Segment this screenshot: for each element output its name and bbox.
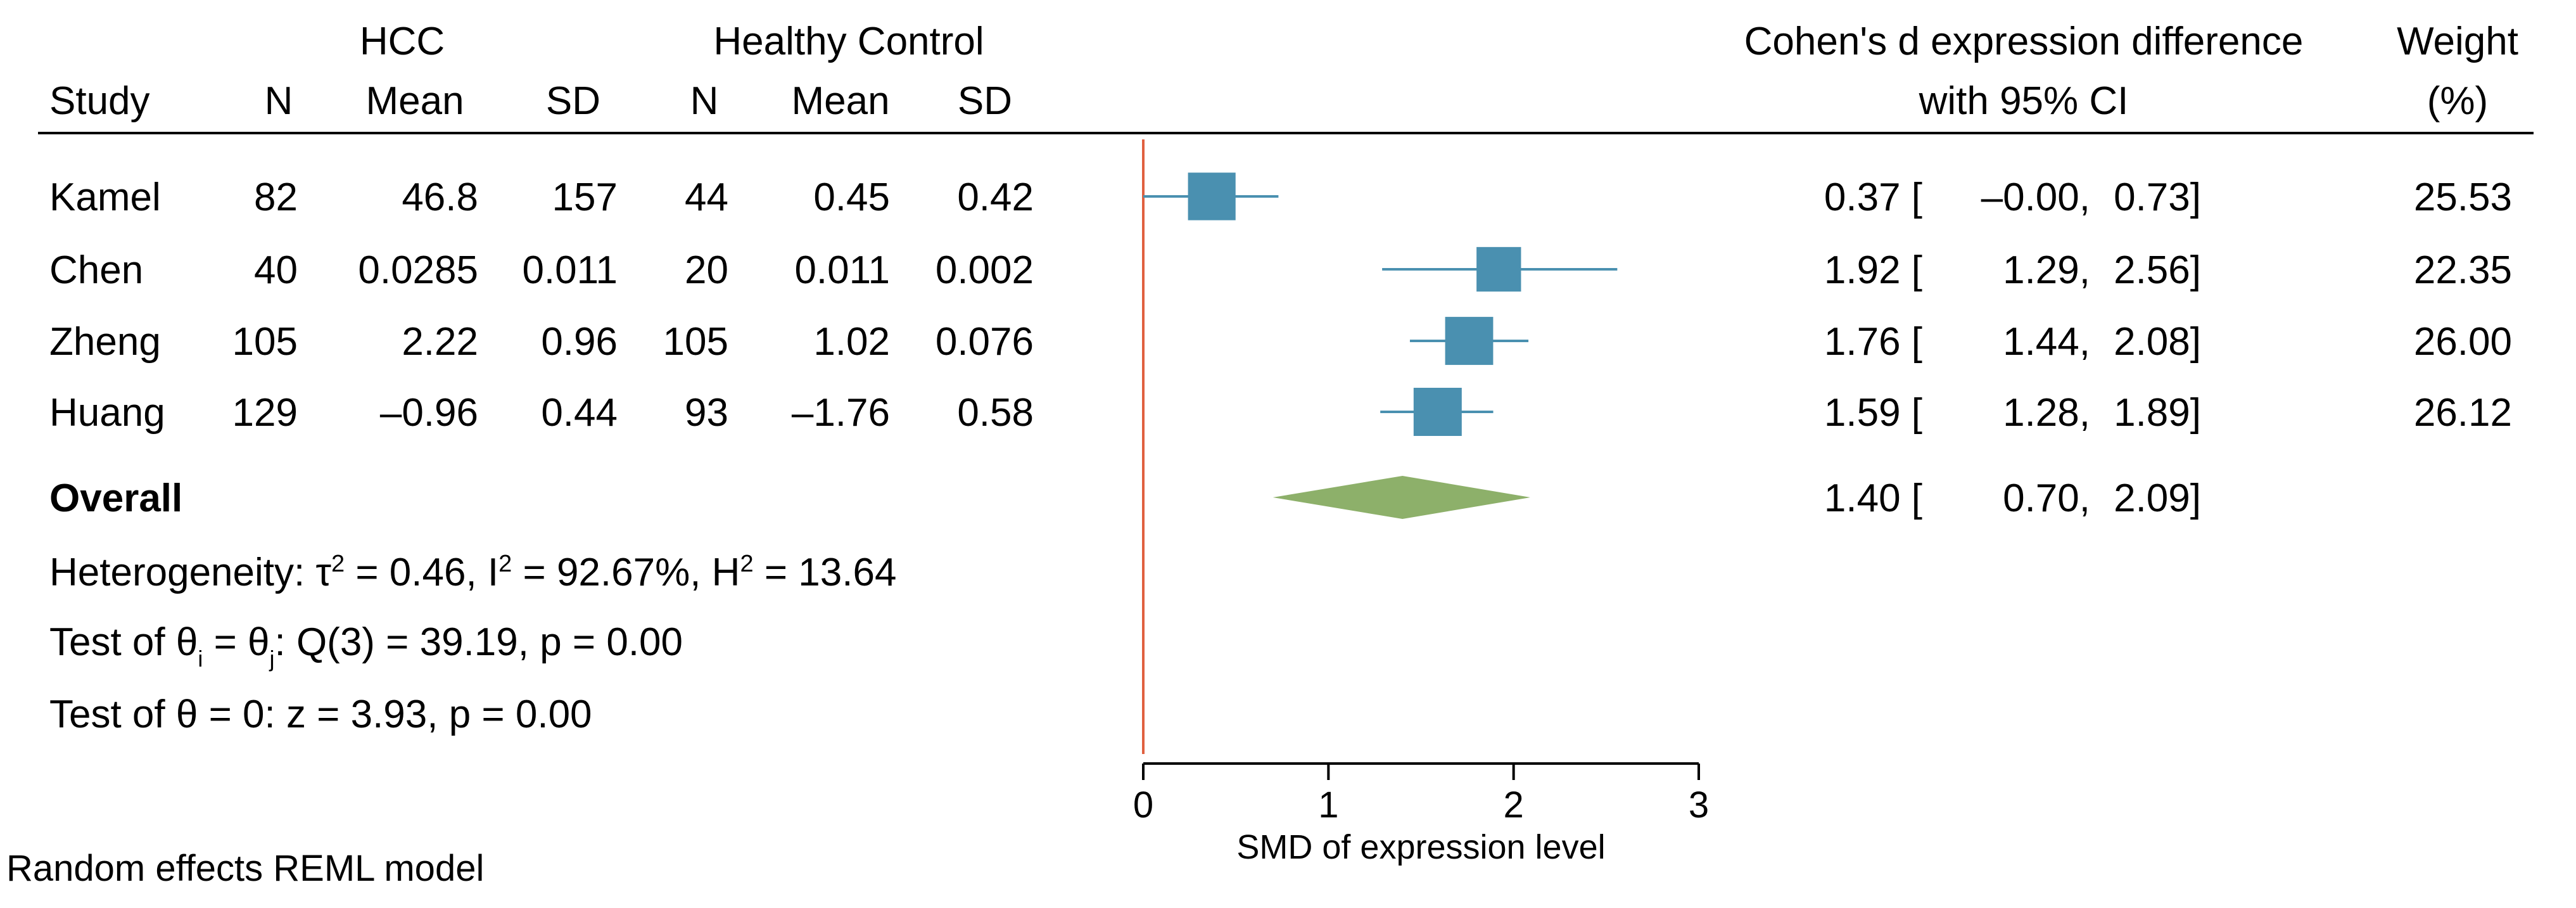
cell-n2: 105 [663,320,728,364]
header-group-hcc: HCC [360,20,445,63]
header-control-mean: Mean [791,79,889,123]
cell-study: Chen [49,248,143,292]
study-row: Zheng 105 2.22 0.96 105 1.02 0.076 1.76 [ 1.44, 2… [49,320,2512,364]
ci-lower: 1.29, [2003,248,2090,292]
cell-n2: 20 [685,248,728,292]
x-tick-label: 1 [1318,784,1338,826]
effect-estimate: 1.59 [ [1824,391,1922,435]
cell-n2: 44 [685,176,728,219]
weight-value: 22.35 [2414,248,2512,292]
cell-mean1: 0.0285 [358,248,478,292]
statistics-footer: Heterogeneity: τ2 = 0.46, I2 = 92.67%, H… [6,551,896,889]
cell-n2: 93 [685,391,728,435]
ci-lower: 1.44, [2003,320,2090,364]
header-hcc-mean: Mean [365,79,464,123]
effect-estimate: 1.76 [ [1824,320,1922,364]
study-row: Huang 129 –0.96 0.44 93 –1.76 0.58 1.59 [ 1.28, 1… [49,391,2512,435]
study-marker [1476,246,1521,292]
header-weight-line1: Weight [2397,20,2518,63]
header-hcc-sd: SD [546,79,600,123]
overall-ci-lower: 0.70, [2003,476,2090,520]
x-tick-label: 0 [1133,784,1153,826]
study-marker [1413,388,1462,436]
cell-n1: 40 [254,248,298,292]
ci-lower: –0.00, [1981,176,2090,219]
header-control-n: N [690,79,719,123]
cell-n1: 129 [232,391,298,435]
study-row: Chen 40 0.0285 0.011 20 0.011 0.002 1.92 [ 1.29,… [49,248,2512,292]
column-headers: HCC Healthy Control Study N Mean SD N Me… [49,20,2518,123]
cell-mean2: 1.02 [813,320,890,364]
cell-mean1: 46.8 [402,176,478,219]
x-tick-label: 2 [1504,784,1524,826]
header-effect-line1: Cohen's d expression difference [1744,20,2304,63]
cell-sd1: 0.011 [522,248,618,292]
heterogeneity-text: Heterogeneity: τ2 = 0.46, I2 = 92.67%, H… [49,551,896,594]
effect-estimate: 1.92 [ [1824,248,1922,292]
overall-diamond [1272,476,1530,519]
cell-sd1: 0.44 [541,391,618,435]
cell-mean1: –0.96 [380,391,478,435]
study-rows: Kamel 82 46.8 157 44 0.45 0.42 0.37 [ –0.00, 0.73… [49,176,2512,520]
cell-sd1: 0.96 [541,320,618,364]
weight-value: 26.12 [2414,391,2512,435]
study-row: Kamel 82 46.8 157 44 0.45 0.42 0.37 [ –0.00, 0.73… [49,176,2512,219]
study-marker [1188,172,1236,221]
plot-marks [1142,139,1618,754]
header-hcc-n: N [265,79,293,123]
cell-sd2: 0.076 [936,320,1034,364]
cell-study: Huang [49,391,165,435]
header-weight-line2: (%) [2427,79,2488,123]
header-group-control: Healthy Control [713,20,984,63]
cell-mean2: 0.45 [813,176,890,219]
cell-mean2: 0.011 [794,248,890,292]
study-marker [1445,317,1494,365]
weight-value: 25.53 [2414,176,2512,219]
overall-label: Overall [49,476,182,520]
header-study: Study [49,79,150,123]
overall-ci-upper: 2.09] [2114,476,2201,520]
x-axis-label: SMD of expression level [1236,828,1605,866]
x-tick-label: 3 [1689,784,1709,826]
cell-n1: 105 [232,320,298,364]
cell-sd2: 0.002 [936,248,1034,292]
ci-upper: 1.89] [2114,391,2201,435]
header-effect-line2: with 95% CI [1919,79,2129,123]
cell-mean2: –1.76 [792,391,890,435]
test-equal-text: Test of θi = θj: Q(3) = 39.19, p = 0.00 [49,620,683,672]
ci-lower: 1.28, [2003,391,2090,435]
weight-value: 26.00 [2414,320,2512,364]
cell-study: Kamel [49,176,161,219]
cell-study: Zheng [49,320,161,364]
ci-upper: 2.56] [2114,248,2201,292]
model-text: Random effects REML model [6,848,484,889]
header-control-sd: SD [958,79,1012,123]
ci-upper: 0.73] [2114,176,2201,219]
cell-sd2: 0.42 [957,176,1034,219]
overall-estimate: 1.40 [ [1824,476,1922,520]
cell-sd2: 0.58 [957,391,1034,435]
ci-upper: 2.08] [2114,320,2201,364]
effect-estimate: 0.37 [ [1824,176,1922,219]
cell-n1: 82 [254,176,298,219]
overall-row: Overall 1.40 [ 0.70, 2.09] [49,476,2201,520]
x-axis: 0 1 2 3 SMD of expression level [1133,762,1709,866]
test-zero-text: Test of θ = 0: z = 3.93, p = 0.00 [49,693,592,736]
cell-sd1: 157 [552,176,618,219]
cell-mean1: 2.22 [402,320,478,364]
